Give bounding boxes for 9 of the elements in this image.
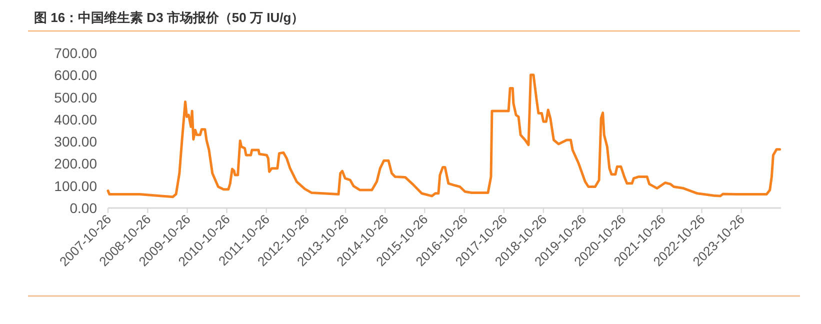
y-tick-label: 600.00 (54, 67, 98, 84)
chart-title: 图 16：中国维生素 D3 市场报价（50 万 IU/g） (34, 10, 304, 25)
y-tick-label: 0.00 (70, 200, 98, 216)
y-tick-label: 400.00 (54, 111, 98, 128)
y-tick-label: 100.00 (54, 178, 98, 194)
y-tick-label: 300.00 (54, 134, 98, 150)
y-tick-label: 200.00 (54, 156, 98, 172)
y-tick-label: 700.00 (54, 45, 98, 61)
y-tick-label: 500.00 (54, 89, 98, 106)
